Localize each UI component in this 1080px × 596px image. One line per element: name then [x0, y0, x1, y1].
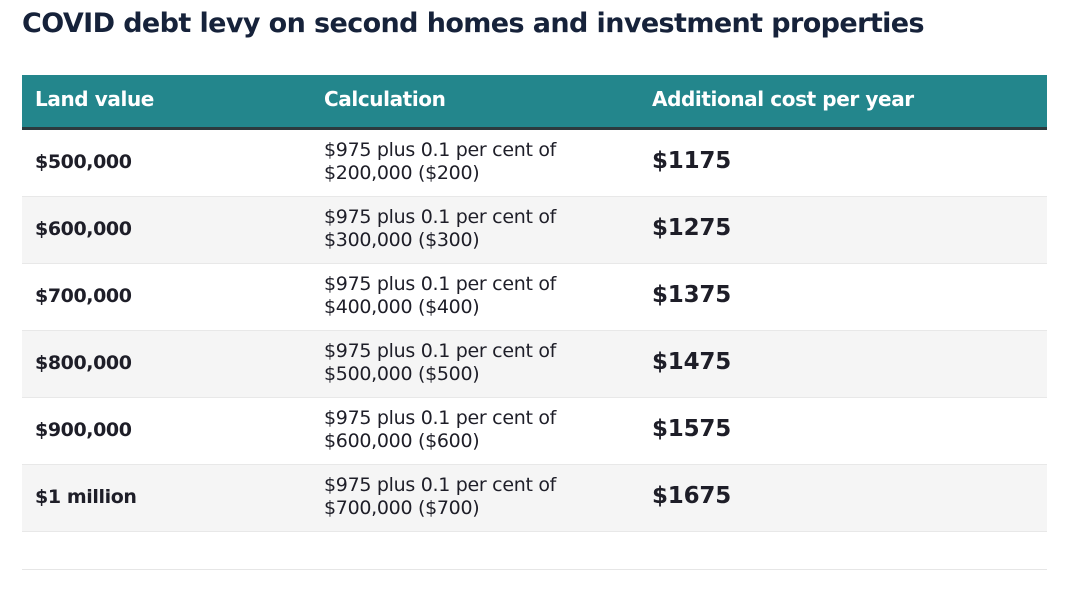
table-row: $1 million $975 plus 0.1 per cent of $70… — [22, 465, 1047, 532]
cost-cell: $1275 — [652, 215, 732, 241]
header-land-value: Land value — [35, 87, 154, 111]
calculation-line-1: $975 plus 0.1 per cent of — [324, 139, 557, 161]
calculation-line-1: $975 plus 0.1 per cent of — [324, 340, 557, 362]
calculation-cell: $975 plus 0.1 per cent of $200,000 ($200… — [324, 139, 624, 185]
table-row: $800,000 $975 plus 0.1 per cent of $500,… — [22, 331, 1047, 398]
cost-cell: $1675 — [652, 483, 732, 509]
land-value-cell: $600,000 — [35, 218, 132, 240]
land-value-cell: $500,000 — [35, 151, 132, 173]
calculation-line-1: $975 plus 0.1 per cent of — [324, 474, 557, 496]
calculation-cell: $975 plus 0.1 per cent of $700,000 ($700… — [324, 474, 624, 520]
levy-table: Land value Calculation Additional cost p… — [22, 75, 1047, 532]
calculation-cell: $975 plus 0.1 per cent of $400,000 ($400… — [324, 273, 624, 319]
calculation-line-2: $300,000 ($300) — [324, 229, 480, 251]
calculation-line-2: $200,000 ($200) — [324, 162, 480, 184]
calculation-line-2: $700,000 ($700) — [324, 497, 480, 519]
land-value-cell: $1 million — [35, 486, 137, 508]
header-calculation: Calculation — [324, 87, 446, 111]
land-value-cell: $700,000 — [35, 285, 132, 307]
land-value-cell: $800,000 — [35, 352, 132, 374]
table-row: $600,000 $975 plus 0.1 per cent of $300,… — [22, 197, 1047, 264]
land-value-cell: $900,000 — [35, 419, 132, 441]
header-additional-cost: Additional cost per year — [652, 87, 914, 111]
page-title: COVID debt levy on second homes and inve… — [22, 8, 925, 39]
table-row: $500,000 $975 plus 0.1 per cent of $200,… — [22, 130, 1047, 197]
table-row: $900,000 $975 plus 0.1 per cent of $600,… — [22, 398, 1047, 465]
calculation-line-1: $975 plus 0.1 per cent of — [324, 407, 557, 429]
calculation-line-2: $600,000 ($600) — [324, 430, 480, 452]
cost-cell: $1475 — [652, 349, 732, 375]
calculation-cell: $975 plus 0.1 per cent of $500,000 ($500… — [324, 340, 624, 386]
cost-cell: $1375 — [652, 282, 732, 308]
calculation-line-1: $975 plus 0.1 per cent of — [324, 273, 557, 295]
cost-cell: $1175 — [652, 148, 732, 174]
calculation-line-1: $975 plus 0.1 per cent of — [324, 206, 557, 228]
cost-cell: $1575 — [652, 416, 732, 442]
calculation-line-2: $400,000 ($400) — [324, 296, 480, 318]
table-header: Land value Calculation Additional cost p… — [22, 75, 1047, 130]
table-row: $700,000 $975 plus 0.1 per cent of $400,… — [22, 264, 1047, 331]
calculation-cell: $975 plus 0.1 per cent of $300,000 ($300… — [324, 206, 624, 252]
calculation-cell: $975 plus 0.1 per cent of $600,000 ($600… — [324, 407, 624, 453]
bottom-divider — [22, 569, 1047, 570]
calculation-line-2: $500,000 ($500) — [324, 363, 480, 385]
